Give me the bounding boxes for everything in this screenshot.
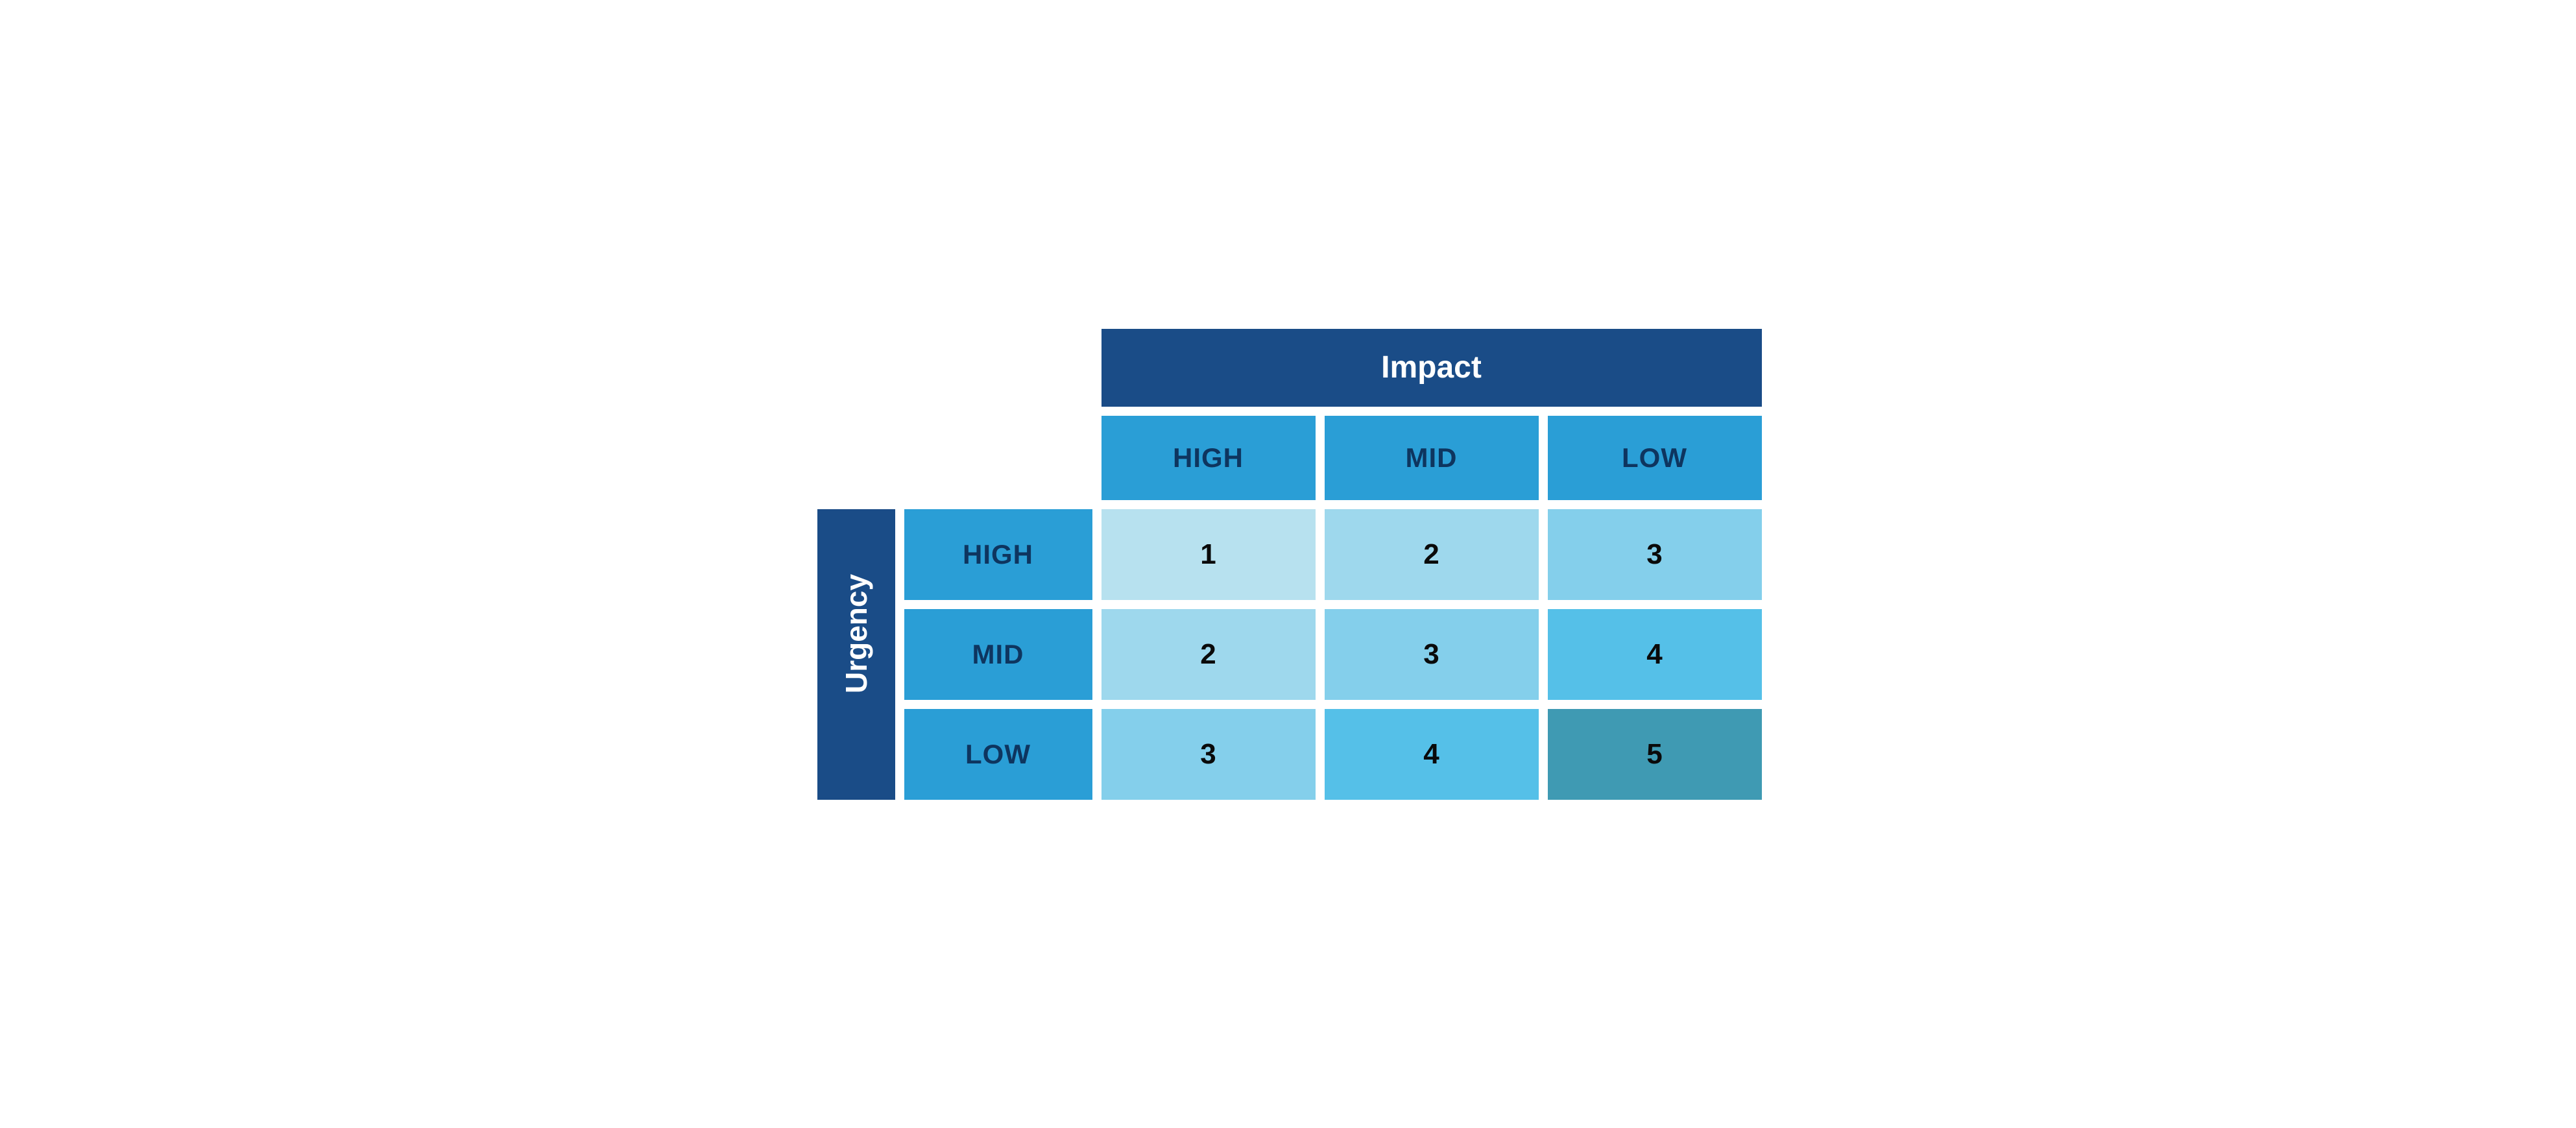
urgency-axis-label: Urgency xyxy=(839,616,874,693)
priority-matrix: Impact HIGH MID LOW Urgency HIGH 1 2 3 M… xyxy=(795,320,1781,809)
impact-col-high: HIGH xyxy=(1101,416,1316,500)
matrix-cell: 5 xyxy=(1548,709,1762,800)
urgency-row-high: HIGH xyxy=(904,509,1092,600)
impact-axis-header: Impact xyxy=(1101,329,1762,407)
urgency-row-mid: MID xyxy=(904,609,1092,700)
impact-col-mid: MID xyxy=(1325,416,1539,500)
blank-cell xyxy=(904,329,1092,407)
blank-cell xyxy=(904,416,1092,500)
matrix-cell: 4 xyxy=(1325,709,1539,800)
matrix-cell: 2 xyxy=(1101,609,1316,700)
matrix-table: Impact HIGH MID LOW Urgency HIGH 1 2 3 M… xyxy=(808,320,1771,809)
urgency-row-low: LOW xyxy=(904,709,1092,800)
blank-cell xyxy=(817,416,895,500)
matrix-cell: 3 xyxy=(1548,509,1762,600)
impact-col-low: LOW xyxy=(1548,416,1762,500)
matrix-cell: 3 xyxy=(1101,709,1316,800)
matrix-cell: 1 xyxy=(1101,509,1316,600)
blank-cell xyxy=(817,329,895,407)
urgency-axis-header: Urgency xyxy=(817,509,895,800)
matrix-cell: 4 xyxy=(1548,609,1762,700)
matrix-cell: 2 xyxy=(1325,509,1539,600)
matrix-cell: 3 xyxy=(1325,609,1539,700)
